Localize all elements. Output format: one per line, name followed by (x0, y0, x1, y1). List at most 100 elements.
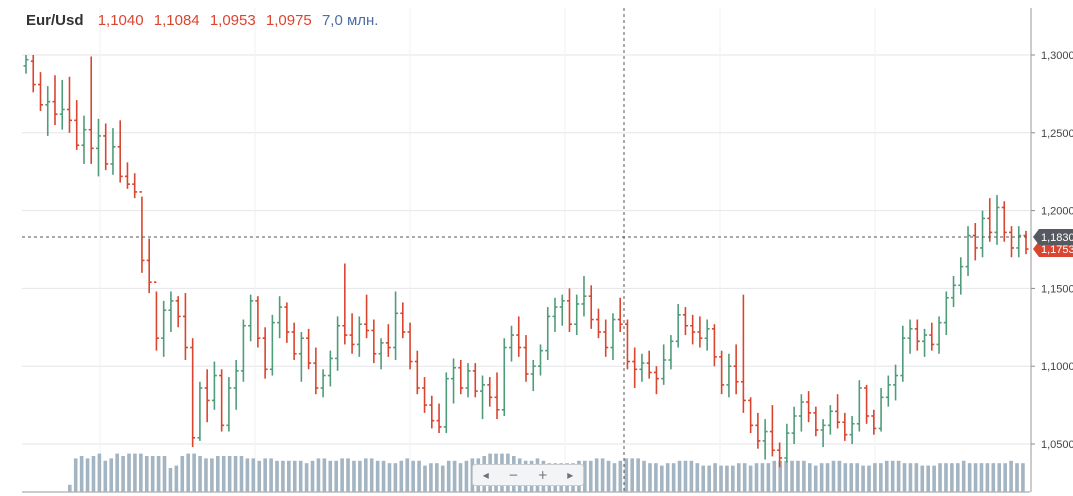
ohlc-bar (262, 327, 268, 379)
volume-bar (849, 463, 854, 492)
volume-bar (174, 465, 179, 492)
ohlc-bar (393, 291, 399, 360)
volume-bar (328, 460, 333, 492)
symbol-label: Eur/Usd (26, 12, 84, 29)
volume-bar (334, 460, 338, 492)
scroll-right-button[interactable]: ▸ (567, 468, 574, 482)
ohlc-bar (277, 296, 283, 339)
ohlc-bar (240, 319, 246, 382)
volume-bar (654, 463, 658, 492)
ohlc-bar (320, 369, 326, 398)
ohlc-bar (124, 162, 130, 189)
ohlc-bar (168, 291, 174, 332)
volume-bar (198, 456, 202, 492)
ohlc-bar (646, 350, 652, 379)
ohlc-bar (820, 419, 826, 448)
volume-bar (896, 460, 901, 492)
ohlc-bar (530, 359, 536, 392)
volume-bar (91, 456, 96, 492)
ohlc-bar (719, 350, 725, 395)
volume-bar (204, 458, 208, 492)
ohlc-bar (907, 319, 913, 354)
volume-bar (464, 460, 469, 492)
volume-bar (340, 458, 344, 492)
volume-bar (150, 456, 155, 492)
ohlc-bar (893, 364, 899, 401)
volume-bar (364, 458, 368, 492)
zoom-out-button[interactable]: − (508, 468, 519, 482)
ohlc-bar (139, 191, 145, 273)
volume-bar (884, 460, 889, 492)
ohlc-bar (298, 331, 304, 382)
ohlc-bar (81, 115, 87, 164)
ohlc-bar (617, 297, 623, 332)
ohlc-bar (349, 313, 355, 354)
volume-bar (630, 458, 634, 492)
volume-bar (115, 453, 119, 492)
ohlc-bar (190, 338, 196, 448)
volume-bar (683, 460, 688, 492)
volume-bar (381, 460, 386, 492)
volume-bar (121, 456, 125, 492)
ohlc-bar (429, 395, 435, 429)
ohlc-bar (211, 361, 217, 410)
zoom-controls: ◂ − + ▸ (472, 464, 584, 486)
volume-bar (926, 465, 930, 492)
ohlc-bar (269, 314, 275, 376)
ohlc-bar (885, 375, 891, 407)
ohlc-bar (639, 353, 645, 382)
volume-bar (731, 465, 735, 492)
ohlc-bar (929, 322, 935, 351)
zoom-in-button[interactable]: + (537, 468, 548, 482)
volume-bar (109, 458, 114, 492)
volume-bar (245, 458, 250, 492)
volume-bar (695, 463, 700, 492)
ohlc-bar (632, 347, 638, 388)
volume-bar (636, 458, 640, 492)
ohlc-bar (306, 328, 312, 370)
ohlc-bar (182, 293, 188, 360)
volume-bar (914, 463, 919, 492)
volume-bar (778, 460, 782, 492)
volume-bar (719, 465, 723, 492)
ohlc-bar (52, 75, 58, 126)
volume-bar (612, 463, 617, 492)
volume-bar (221, 456, 226, 492)
volume-bar (346, 458, 350, 492)
volume-bar (417, 460, 421, 492)
ohlc-bar (624, 319, 630, 370)
volume-bar (298, 460, 303, 492)
ohlc-bar (806, 391, 812, 423)
ohlc-bar (451, 358, 457, 404)
ohlc-bar (153, 281, 159, 351)
ohlc-bar (726, 353, 732, 398)
ohlc-bar (552, 297, 558, 332)
last-price-label: 1,1753 (1041, 244, 1073, 256)
volume-bar (979, 463, 984, 492)
ohlc-bar (400, 302, 406, 339)
ohlc-bar (175, 296, 181, 328)
volume-bar (766, 463, 771, 492)
ohlc-bar (987, 198, 993, 242)
ohlc-bar (45, 86, 51, 136)
high-value: 1,1084 (153, 12, 200, 29)
volume-bar (991, 463, 996, 492)
volume-bar (435, 463, 439, 492)
volume-bar (405, 458, 410, 492)
volume-bar (233, 456, 238, 492)
scroll-left-button[interactable]: ◂ (482, 468, 489, 482)
volume-bar (796, 460, 800, 492)
ohlc-bar (559, 294, 565, 326)
volume-bar (772, 460, 777, 492)
ohlc-bar (465, 363, 471, 398)
volume-bar (275, 460, 279, 492)
volume-bar (1015, 463, 1019, 492)
ohlc-bar (595, 308, 601, 339)
volume-bar (352, 460, 356, 492)
volume-bar (239, 456, 244, 492)
volume-bar (997, 463, 1002, 492)
ohlc-bar (117, 120, 123, 183)
ohlc-bar (653, 366, 659, 395)
volume-bar (837, 460, 842, 492)
